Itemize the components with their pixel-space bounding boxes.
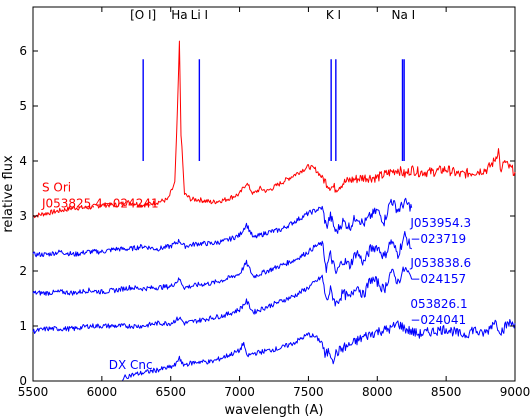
- spectral-line-markers: [O I] Ha Li I K I Na I: [130, 8, 415, 161]
- spectral-line-label: K I: [326, 8, 341, 22]
- series-label: DX Cnc: [109, 358, 153, 372]
- series-line: [32, 266, 413, 334]
- series-labels: S Ori J053825.4−024241 J053954.3 −023719 J05…: [41, 180, 471, 372]
- series-line: [122, 319, 516, 381]
- x-tick-label: 8000: [362, 385, 393, 399]
- spectral-line-label: Na I: [391, 8, 415, 22]
- series-label: 053826.1 −024041: [410, 297, 467, 327]
- x-tick-label: 6000: [87, 385, 118, 399]
- x-tick-label: 5500: [18, 385, 49, 399]
- x-tick-label: 6500: [155, 385, 186, 399]
- series-group: [32, 40, 516, 381]
- series-line: [32, 231, 413, 296]
- y-tick-label: 5: [19, 99, 27, 113]
- axes: 5500 6000 6500 7000 7500 8000 8500 9000 0 1 2 3 4 5 6: [18, 7, 530, 399]
- series-label: J053954.3 −023719: [409, 216, 471, 246]
- y-tick-label: 1: [19, 319, 27, 333]
- spectral-line-label: Ha: [171, 8, 187, 22]
- series-line: [32, 40, 516, 219]
- x-axis-title: wavelength (A): [225, 403, 324, 418]
- x-tick-label: 9000: [500, 385, 530, 399]
- y-tick-label: 0: [19, 374, 27, 388]
- y-tick-label: 3: [19, 209, 27, 223]
- y-tick-label: 6: [19, 44, 27, 58]
- series-line: [32, 197, 413, 258]
- x-tick-label: 8500: [431, 385, 462, 399]
- spectral-line-label: Li I: [191, 8, 208, 22]
- y-tick-label: 2: [19, 264, 27, 278]
- plot-area: [32, 6, 516, 382]
- y-axis-title: relative flux: [1, 155, 16, 233]
- spectral-line-label: [O I]: [130, 8, 156, 22]
- series-label: S Ori J053825.4−024241: [41, 180, 159, 210]
- x-tick-label: 7500: [293, 385, 324, 399]
- series-label: J053838.6 −024157: [409, 256, 471, 286]
- plot-frame: [32, 6, 516, 382]
- y-tick-label: 4: [19, 154, 27, 168]
- x-tick-label: 7000: [224, 385, 255, 399]
